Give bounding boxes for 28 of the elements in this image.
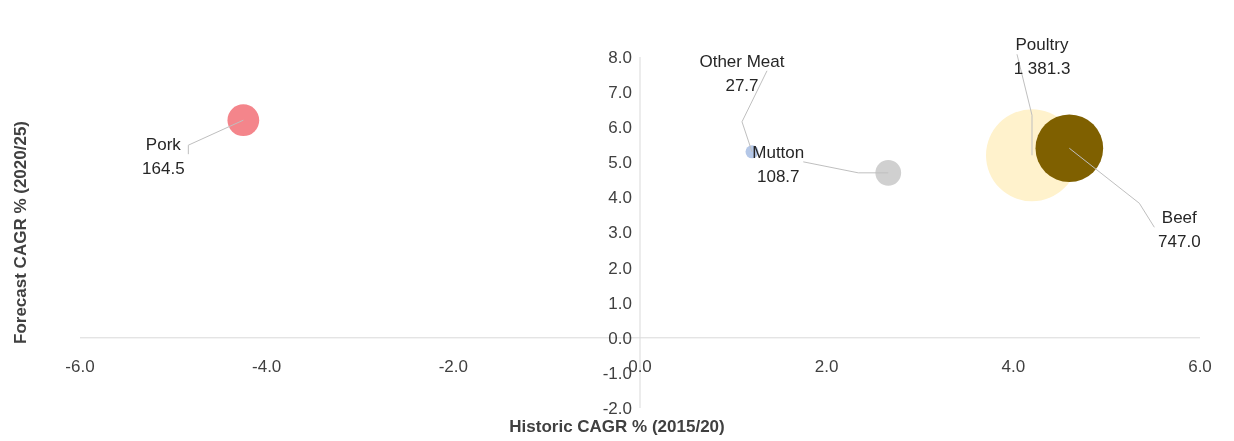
y-tick-label: 6.0 bbox=[608, 118, 632, 138]
y-tick-label: 7.0 bbox=[608, 83, 632, 103]
y-tick-label: 1.0 bbox=[608, 293, 632, 313]
data-label: 747.0 bbox=[1158, 232, 1201, 252]
y-tick-label: 3.0 bbox=[608, 223, 632, 243]
x-tick-label: -2.0 bbox=[438, 356, 468, 376]
text: Poultry bbox=[1015, 35, 1069, 55]
x-tick-label: 4.0 bbox=[1001, 356, 1026, 376]
data-label: 164.5 bbox=[142, 159, 185, 179]
y-tick-label: 8.0 bbox=[608, 47, 632, 67]
y-tick-label: -2.0 bbox=[602, 398, 632, 418]
text: Other Meat bbox=[699, 51, 785, 71]
text: Mutton bbox=[752, 142, 805, 162]
x-tick-label: 2.0 bbox=[814, 356, 839, 376]
x-axis-title: Historic CAGR % (2015/20) bbox=[509, 417, 725, 436]
y-tick-label: 4.0 bbox=[608, 188, 632, 208]
text: Pork bbox=[145, 135, 182, 155]
data-label: 27.7 bbox=[725, 75, 759, 95]
data-label: 108.7 bbox=[756, 166, 800, 186]
text: Beef bbox=[1161, 208, 1198, 228]
y-tick-label: 5.0 bbox=[608, 153, 632, 173]
x-tick-label: -6.0 bbox=[65, 356, 95, 376]
y-tick-label: 0.0 bbox=[608, 328, 632, 348]
x-tick-label: -4.0 bbox=[252, 356, 282, 376]
y-tick-label: 2.0 bbox=[608, 258, 632, 278]
data-label: 1 381.3 bbox=[1013, 59, 1071, 79]
x-tick-label: 6.0 bbox=[1188, 356, 1212, 376]
y-axis-title: Forecast CAGR % (2020/25) bbox=[11, 121, 30, 344]
